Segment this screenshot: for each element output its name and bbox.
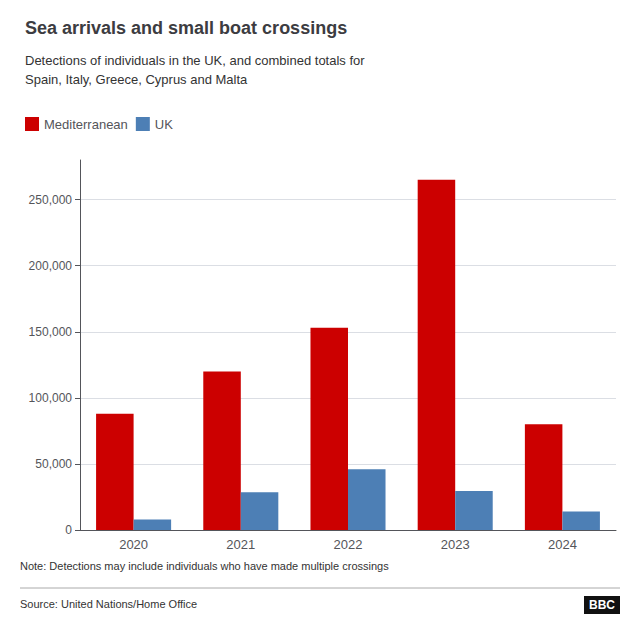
svg-text:200,000: 200,000	[29, 259, 73, 273]
svg-text:2024: 2024	[548, 537, 577, 552]
svg-text:250,000: 250,000	[29, 193, 73, 207]
svg-text:2022: 2022	[334, 537, 363, 552]
svg-text:Sea arrivals and small boat cr: Sea arrivals and small boat crossings	[25, 18, 347, 38]
svg-text:2023: 2023	[441, 537, 470, 552]
svg-text:Spain, Italy, Greece, Cyprus a: Spain, Italy, Greece, Cyprus and Malta	[25, 72, 248, 87]
svg-text:2021: 2021	[226, 537, 255, 552]
svg-text:Detections of individuals in t: Detections of individuals in the UK, and…	[25, 53, 365, 68]
svg-text:100,000: 100,000	[29, 391, 73, 405]
svg-text:50,000: 50,000	[35, 457, 72, 471]
svg-text:Source: United Nations/Home Of: Source: United Nations/Home Office	[20, 598, 197, 610]
svg-text:Note: Detections may include i: Note: Detections may include individuals…	[20, 560, 389, 572]
svg-text:0: 0	[65, 523, 72, 537]
svg-text:150,000: 150,000	[29, 325, 73, 339]
svg-text:Mediterranean: Mediterranean	[44, 117, 128, 132]
svg-text:2020: 2020	[119, 537, 148, 552]
svg-text:BBC: BBC	[589, 598, 615, 612]
svg-text:UK: UK	[155, 117, 173, 132]
